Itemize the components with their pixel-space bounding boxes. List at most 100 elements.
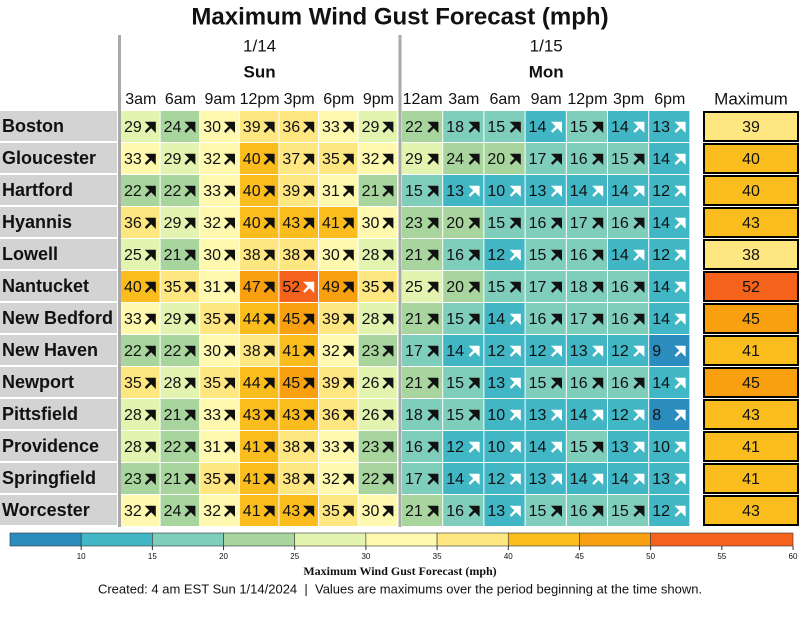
cell-value: 15 (529, 503, 547, 520)
wind-arrow (223, 185, 235, 197)
row-label: Boston (2, 116, 64, 136)
wind-arrow (633, 505, 645, 517)
cell-value: 17 (570, 311, 588, 328)
max-cell (703, 367, 799, 398)
cell-value: 37 (282, 151, 300, 168)
wind-arrow (382, 249, 394, 261)
row-label-bg (0, 207, 117, 237)
time-label: 12pm (567, 91, 607, 108)
wind-arrow (509, 217, 521, 229)
cell-value: 49 (322, 279, 340, 296)
cell-value: 35 (203, 375, 221, 392)
wind-arrow (633, 281, 645, 293)
wind-arrow (468, 185, 480, 197)
max-cell (703, 111, 799, 142)
cell-value: 13 (652, 119, 670, 136)
wind-arrow (184, 153, 196, 165)
colorbar-segment (223, 532, 296, 547)
wind-arrow (468, 281, 480, 293)
wind-arrow (592, 505, 604, 517)
max-value: 39 (742, 119, 760, 136)
chart-title: Maximum Wind Gust Forecast (mph) (191, 3, 608, 30)
wind-arrow (468, 441, 480, 453)
wind-arrow (263, 377, 275, 389)
wind-arrow (184, 281, 196, 293)
cell-value: 17 (405, 343, 423, 360)
colorbar-tick-label: 50 (646, 552, 655, 561)
wind-arrow (509, 249, 521, 261)
wind-arrow (342, 473, 354, 485)
cell-value: 29 (362, 119, 380, 136)
wind-arrow (382, 345, 394, 357)
wind-arrow (144, 313, 156, 325)
cell-value: 22 (164, 183, 182, 200)
row-label-bg (0, 367, 117, 397)
max-value: 40 (742, 183, 760, 200)
colorbar-tick-label: 45 (575, 552, 584, 561)
cell-value: 16 (611, 375, 629, 392)
wind-arrow (633, 377, 645, 389)
wind-arrow (468, 217, 480, 229)
wind-arrow (509, 185, 521, 197)
cell-value: 13 (446, 183, 464, 200)
row-label: Nantucket (2, 276, 89, 296)
colorbar-segment (152, 532, 224, 547)
wind-arrow (468, 505, 480, 517)
cell-value: 13 (529, 407, 547, 424)
cell-value: 14 (652, 279, 670, 296)
cell-value: 30 (203, 343, 221, 360)
wind-arrow (303, 505, 315, 517)
wind-arrow (674, 345, 686, 357)
cell-value: 23 (362, 343, 380, 360)
max-cell (703, 207, 799, 238)
cell-value: 40 (243, 215, 261, 232)
cell-value: 16 (405, 439, 423, 456)
time-label: 6am (489, 91, 520, 108)
wind-arrow (468, 249, 480, 261)
time-label: 6pm (654, 91, 685, 108)
cell-value: 40 (243, 151, 261, 168)
colorbar-segment (365, 532, 438, 547)
cell-value: 16 (611, 215, 629, 232)
cell-value: 16 (446, 503, 464, 520)
max-cell (703, 335, 799, 366)
wind-arrow (550, 281, 562, 293)
wind-arrow (550, 185, 562, 197)
cell-value: 41 (243, 503, 261, 520)
max-value: 52 (742, 279, 760, 296)
max-cell (703, 271, 799, 302)
cell-value: 28 (362, 311, 380, 328)
time-label: 12pm (240, 91, 280, 108)
cell-value: 28 (164, 375, 182, 392)
wind-arrow (342, 153, 354, 165)
cell-value: 47 (243, 279, 261, 296)
wind-arrow (382, 441, 394, 453)
row-label-bg (0, 303, 117, 333)
cell-value: 21 (164, 471, 182, 488)
colorbar-segment (579, 532, 651, 547)
time-label: 9am (204, 91, 235, 108)
cell-value: 10 (487, 183, 505, 200)
wind-arrow (592, 153, 604, 165)
cell-value: 23 (124, 471, 142, 488)
time-label: 3am (125, 91, 156, 108)
cell-value: 14 (570, 471, 588, 488)
cell-value: 39 (322, 375, 340, 392)
cell-value: 32 (362, 151, 380, 168)
cell-value: 18 (570, 279, 588, 296)
cell-value: 15 (611, 503, 629, 520)
wind-arrow (382, 409, 394, 421)
cell-value: 13 (529, 471, 547, 488)
row-label: Gloucester (2, 148, 96, 168)
cell-value: 17 (529, 279, 547, 296)
colorbar-segment (650, 532, 794, 547)
cell-value: 29 (164, 215, 182, 232)
wind-arrow (144, 249, 156, 261)
wind-arrow (223, 505, 235, 517)
wind-arrow (303, 121, 315, 133)
wind-arrow (550, 249, 562, 261)
wind-arrow (550, 345, 562, 357)
wind-arrow (550, 473, 562, 485)
cell-value: 39 (282, 183, 300, 200)
cell-value: 16 (529, 311, 547, 328)
